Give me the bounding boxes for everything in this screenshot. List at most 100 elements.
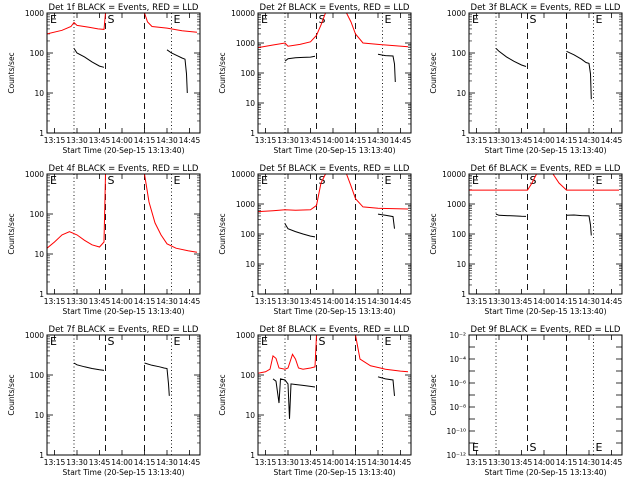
panel-2: Det 2f BLACK = Events, RED = LLD Counts/s… xyxy=(218,3,412,155)
x-axis-label: Start Time (20-Sep-15 13:13:40) xyxy=(63,307,185,316)
x-tick-label: 14:45 xyxy=(179,297,201,306)
y-tick-label: 1000 xyxy=(447,9,466,18)
y-tick-label: 10⁻⁸ xyxy=(449,403,466,412)
plot-frame xyxy=(468,12,623,134)
x-tick-label: 14:00 xyxy=(322,136,344,145)
x-tick-label: 14:15 xyxy=(556,297,578,306)
x-axis-label: Start Time (20-Sep-15 13:13:40) xyxy=(63,146,185,155)
panel-4: Det 4f BLACK = Events, RED = LLD Counts/s… xyxy=(7,164,201,316)
x-axis-label: Start Time (20-Sep-15 13:13:40) xyxy=(485,146,607,155)
x-tick-label: 13:15 xyxy=(44,297,66,306)
marker-label: E xyxy=(385,13,392,26)
y-tick-label: 10⁻² xyxy=(449,331,466,340)
y-tick-label: 10 xyxy=(34,411,44,420)
lld-rate-line xyxy=(469,174,619,191)
events-rate-line xyxy=(284,223,316,238)
y-tick-label: 10000 xyxy=(231,9,255,18)
marker-label: S xyxy=(108,174,115,187)
y-tick-label: 1 xyxy=(39,129,44,138)
x-tick-label: 14:15 xyxy=(134,458,156,467)
x-tick-label: 13:45 xyxy=(511,136,533,145)
x-axis-label: Start Time (20-Sep-15 13:13:40) xyxy=(63,468,185,477)
panel-9: Det 9f BLACK = Events, RED = LLD Counts/s… xyxy=(429,325,623,477)
y-tick-label: 1 xyxy=(461,290,466,299)
y-tick-label: 10 xyxy=(456,260,466,269)
x-tick-label: 13:45 xyxy=(300,458,322,467)
plot-frame xyxy=(46,173,201,295)
x-axis-label: Start Time (20-Sep-15 13:13:40) xyxy=(274,307,396,316)
y-tick-label: 1000 xyxy=(236,200,255,209)
y-tick-label: 1 xyxy=(250,129,255,138)
lld-rate-line xyxy=(346,13,409,48)
y-tick-label: 10⁻⁶ xyxy=(449,379,466,388)
events-rate-line xyxy=(144,362,170,396)
x-axis-label: Start Time (20-Sep-15 13:13:40) xyxy=(274,146,396,155)
y-tick-label: 1 xyxy=(39,451,44,460)
y-axis-label: Counts/sec xyxy=(429,52,438,93)
y-axis-label: Counts/sec xyxy=(7,52,16,93)
y-axis-label: Counts/sec xyxy=(218,213,227,254)
y-axis-label: Counts/sec xyxy=(218,52,227,93)
x-tick-label: 14:45 xyxy=(601,136,623,145)
panel-1: Det 1f BLACK = Events, RED = LLD Counts/s… xyxy=(7,3,201,155)
x-tick-label: 13:45 xyxy=(300,136,322,145)
lld-rate-line xyxy=(258,335,317,374)
x-tick-label: 14:45 xyxy=(601,458,623,467)
lld-rate-line xyxy=(346,174,409,210)
x-axis-label: Start Time (20-Sep-15 13:13:40) xyxy=(274,468,396,477)
plot-frame xyxy=(468,173,623,295)
x-tick-label: 13:30 xyxy=(277,136,299,145)
y-tick-label: 100 xyxy=(241,69,256,78)
events-rate-line xyxy=(495,213,527,217)
x-tick-label: 13:30 xyxy=(277,297,299,306)
y-tick-label: 100 xyxy=(241,230,256,239)
lld-rate-line xyxy=(47,13,106,35)
events-rate-line xyxy=(284,55,316,62)
y-tick-label: 10⁻¹⁰ xyxy=(446,427,466,436)
x-tick-label: 14:30 xyxy=(578,458,600,467)
y-axis-label: Counts/sec xyxy=(218,374,227,415)
x-tick-label: 13:15 xyxy=(466,136,488,145)
x-tick-label: 14:00 xyxy=(111,458,133,467)
panel-title: Det 9f BLACK = Events, RED = LLD xyxy=(471,325,621,335)
marker-label: S xyxy=(530,441,537,454)
x-tick-label: 14:45 xyxy=(390,458,412,467)
events-rate-line xyxy=(73,362,105,371)
x-tick-label: 14:45 xyxy=(179,458,201,467)
plot-frame xyxy=(46,334,201,456)
events-rate-line xyxy=(566,214,592,236)
panel-6: Det 6f BLACK = Events, RED = LLD Counts/s… xyxy=(429,164,623,316)
lld-rate-line xyxy=(144,13,198,33)
y-tick-label: 1000 xyxy=(236,39,255,48)
y-tick-label: 100 xyxy=(241,371,256,380)
y-tick-label: 10 xyxy=(34,89,44,98)
panel-8: Det 8f BLACK = Events, RED = LLD Counts/s… xyxy=(218,325,412,477)
x-tick-label: 14:00 xyxy=(533,136,555,145)
x-tick-label: 14:00 xyxy=(322,458,344,467)
x-tick-label: 13:45 xyxy=(89,136,111,145)
marker-label: E xyxy=(261,174,268,187)
marker-label: S xyxy=(530,13,537,26)
y-tick-label: 10000 xyxy=(231,170,255,179)
x-tick-label: 13:30 xyxy=(488,136,510,145)
lld-rate-line xyxy=(144,174,198,253)
panel-7: Det 7f BLACK = Events, RED = LLD Counts/s… xyxy=(7,325,201,477)
marker-label: E xyxy=(174,174,181,187)
plot-frame xyxy=(257,173,412,295)
marker-label: E xyxy=(261,335,268,348)
events-rate-line xyxy=(566,50,592,100)
lld-rate-line xyxy=(47,174,106,249)
x-tick-label: 14:15 xyxy=(345,297,367,306)
events-rate-line xyxy=(377,53,396,83)
marker-label: S xyxy=(108,13,115,26)
y-tick-label: 10 xyxy=(245,260,255,269)
y-tick-label: 10 xyxy=(245,411,255,420)
x-tick-label: 14:30 xyxy=(156,136,178,145)
lld-rate-line xyxy=(355,335,409,373)
events-rate-line xyxy=(377,213,395,229)
x-tick-label: 13:15 xyxy=(466,458,488,467)
events-rate-line xyxy=(272,378,316,419)
y-tick-label: 10 xyxy=(34,250,44,259)
